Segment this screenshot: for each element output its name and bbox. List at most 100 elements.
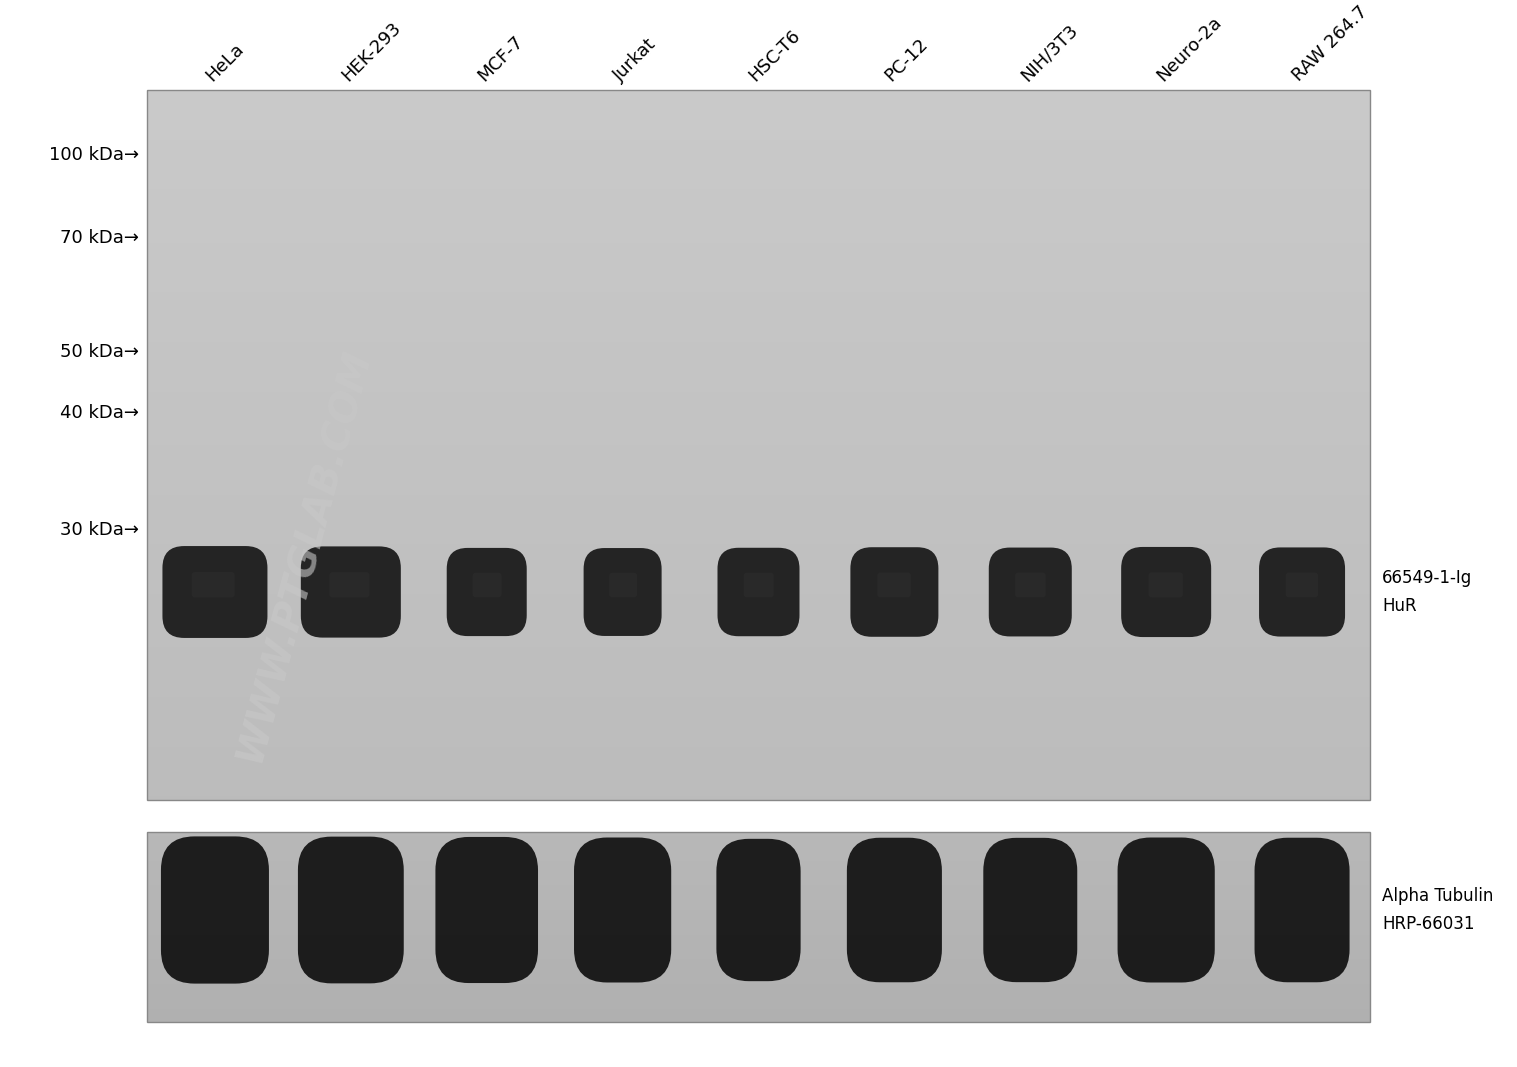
Bar xyxy=(147,969,1370,971)
Bar xyxy=(147,90,1370,800)
Bar xyxy=(147,866,1370,869)
Bar xyxy=(147,129,1370,132)
Bar xyxy=(147,268,1370,271)
Bar xyxy=(147,640,1370,643)
Bar xyxy=(147,633,1370,637)
Bar xyxy=(147,399,1370,402)
Bar xyxy=(147,200,1370,204)
Bar xyxy=(147,292,1370,296)
Bar xyxy=(147,675,1370,680)
Text: HuR: HuR xyxy=(1382,598,1417,615)
Bar xyxy=(147,637,1370,640)
Bar xyxy=(147,796,1370,800)
Bar xyxy=(147,872,1370,874)
Bar xyxy=(147,832,1370,834)
FancyBboxPatch shape xyxy=(573,838,671,983)
Bar xyxy=(147,1020,1370,1022)
FancyBboxPatch shape xyxy=(162,546,267,638)
FancyBboxPatch shape xyxy=(300,546,400,638)
Bar xyxy=(147,877,1370,879)
Bar xyxy=(147,179,1370,182)
Bar xyxy=(147,906,1370,908)
Bar xyxy=(147,424,1370,427)
Bar xyxy=(147,538,1370,541)
Text: NIH/3T3: NIH/3T3 xyxy=(1018,21,1082,85)
Bar xyxy=(147,611,1370,616)
FancyBboxPatch shape xyxy=(1259,547,1346,637)
Bar xyxy=(147,933,1370,935)
Bar xyxy=(147,869,1370,870)
Bar xyxy=(147,718,1370,722)
Bar xyxy=(147,893,1370,895)
Bar xyxy=(147,648,1370,651)
Bar xyxy=(147,662,1370,665)
Bar xyxy=(147,587,1370,590)
Bar xyxy=(147,306,1370,310)
FancyBboxPatch shape xyxy=(989,547,1073,636)
Bar xyxy=(147,744,1370,747)
Text: 66549-1-Ig: 66549-1-Ig xyxy=(1382,569,1473,587)
Bar xyxy=(147,715,1370,718)
Bar xyxy=(147,840,1370,842)
Bar xyxy=(147,516,1370,520)
Bar xyxy=(147,364,1370,367)
Bar xyxy=(147,984,1370,986)
Text: 30 kDa→: 30 kDa→ xyxy=(61,521,140,539)
Bar xyxy=(147,140,1370,143)
Bar xyxy=(147,630,1370,633)
Bar xyxy=(147,697,1370,701)
FancyBboxPatch shape xyxy=(610,573,637,598)
Text: 40 kDa→: 40 kDa→ xyxy=(61,404,140,423)
Bar xyxy=(147,964,1370,965)
Bar xyxy=(147,491,1370,495)
Bar xyxy=(147,448,1370,452)
Bar xyxy=(147,982,1370,984)
Bar xyxy=(147,204,1370,207)
Bar xyxy=(147,860,1370,862)
Bar xyxy=(147,97,1370,100)
Bar xyxy=(147,566,1370,570)
FancyBboxPatch shape xyxy=(446,548,526,636)
Bar xyxy=(147,758,1370,761)
Bar xyxy=(147,665,1370,669)
Bar xyxy=(147,111,1370,115)
Bar xyxy=(147,883,1370,886)
FancyBboxPatch shape xyxy=(473,573,502,598)
Bar xyxy=(147,750,1370,754)
Bar xyxy=(147,601,1370,605)
Bar xyxy=(147,1003,1370,1005)
Bar xyxy=(147,161,1370,164)
Bar xyxy=(147,375,1370,378)
Bar xyxy=(147,626,1370,630)
Bar xyxy=(147,859,1370,860)
Bar xyxy=(147,590,1370,594)
Bar xyxy=(147,338,1370,343)
Bar xyxy=(147,981,1370,982)
Bar xyxy=(147,594,1370,598)
Bar xyxy=(147,881,1370,883)
Bar xyxy=(147,410,1370,413)
Bar xyxy=(147,264,1370,268)
Bar xyxy=(147,122,1370,126)
Bar xyxy=(147,158,1370,161)
Bar xyxy=(147,381,1370,384)
Bar xyxy=(147,332,1370,335)
Bar xyxy=(147,196,1370,200)
Bar xyxy=(147,431,1370,434)
Bar xyxy=(147,207,1370,210)
Text: PC-12: PC-12 xyxy=(881,35,931,85)
Bar xyxy=(147,929,1370,930)
Bar xyxy=(147,938,1370,940)
Bar xyxy=(147,221,1370,225)
Bar xyxy=(147,328,1370,332)
Text: 70 kDa→: 70 kDa→ xyxy=(61,229,140,246)
Bar xyxy=(147,442,1370,445)
Bar xyxy=(147,957,1370,959)
Bar xyxy=(147,927,1370,929)
Bar xyxy=(147,978,1370,981)
FancyBboxPatch shape xyxy=(435,837,539,983)
Bar xyxy=(147,257,1370,260)
FancyBboxPatch shape xyxy=(297,837,404,984)
Bar xyxy=(147,353,1370,356)
Bar xyxy=(147,1007,1370,1008)
